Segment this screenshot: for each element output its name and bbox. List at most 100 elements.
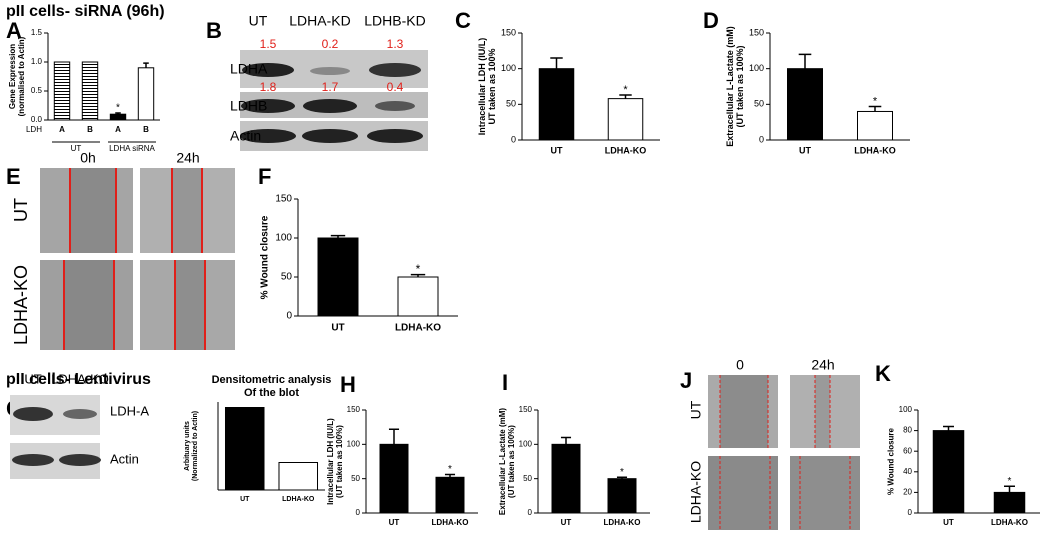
x-tick-label: UT bbox=[799, 145, 811, 155]
header: pII cells- Lentivirus bbox=[6, 371, 151, 388]
y-tick-label: 100 bbox=[749, 63, 764, 73]
bar bbox=[224, 407, 265, 491]
y-axis-label: Intracellular LDH (IU/L) bbox=[326, 418, 335, 505]
x-tick-label: B bbox=[87, 125, 93, 134]
bar bbox=[551, 443, 581, 514]
significance: * bbox=[116, 103, 120, 114]
lane-label: LDHB-KD bbox=[364, 13, 425, 29]
error-bar bbox=[388, 428, 400, 445]
bar bbox=[397, 276, 439, 317]
error-bar bbox=[868, 105, 882, 112]
y-axis-label: % Wound closure bbox=[887, 427, 896, 495]
error-bar bbox=[943, 425, 954, 431]
y-tick-label: 150 bbox=[275, 194, 292, 205]
bar bbox=[787, 68, 823, 141]
x-tick-label: LDHA-KO bbox=[991, 518, 1028, 527]
bar bbox=[932, 430, 965, 514]
significance: * bbox=[873, 95, 878, 107]
x-tick-label: LDHA-KO bbox=[605, 145, 647, 155]
error-bar bbox=[616, 476, 628, 479]
x-tick-label: LDHA-KO bbox=[432, 518, 469, 527]
error-bar bbox=[115, 112, 121, 115]
significance: * bbox=[448, 464, 452, 475]
bar bbox=[607, 478, 637, 514]
ratio: 1.7 bbox=[322, 80, 339, 94]
panel-letter: H bbox=[340, 372, 356, 397]
bar bbox=[993, 491, 1026, 514]
error-bar bbox=[330, 234, 346, 238]
bar bbox=[857, 110, 893, 141]
lane-label: UT bbox=[24, 371, 41, 386]
condition-label: UT bbox=[688, 400, 704, 419]
lane-label: UT bbox=[249, 13, 268, 29]
y-tick-label: 20 bbox=[903, 488, 912, 497]
x-tick-label: LDHA-KO bbox=[854, 145, 896, 155]
row-label: LDH-A bbox=[110, 403, 149, 418]
y-tick-label: 50 bbox=[351, 474, 360, 483]
x-tick-label: UT bbox=[331, 323, 344, 334]
blot bbox=[10, 395, 101, 479]
y-tick-label: 100 bbox=[519, 439, 533, 448]
x-tick-label: LDHA-KO bbox=[395, 323, 441, 334]
error-bar bbox=[1004, 485, 1015, 493]
condition-label: LDHA-KO bbox=[11, 265, 31, 345]
panel-letter: I bbox=[502, 370, 508, 395]
blot bbox=[240, 50, 428, 151]
x-prefix: LDH bbox=[26, 125, 42, 134]
ratio: 0.4 bbox=[387, 80, 404, 94]
time-label: 24h bbox=[811, 357, 834, 373]
group-label: UT bbox=[71, 144, 82, 153]
chart-title: Of the blot bbox=[244, 387, 299, 399]
y-tick-label: 0 bbox=[511, 134, 516, 144]
panel-letter: J bbox=[680, 368, 692, 393]
y-tick-label: 80 bbox=[903, 426, 912, 435]
significance: * bbox=[416, 262, 421, 276]
y-axis-label: (UT taken as 100%) bbox=[735, 45, 745, 127]
x-tick-label: UT bbox=[561, 518, 572, 527]
y-axis-label: Extracellular L-Lactate (mM) bbox=[725, 26, 735, 147]
error-bar bbox=[619, 94, 632, 99]
bar bbox=[379, 443, 409, 514]
bar bbox=[607, 98, 644, 141]
x-tick-label: LDHA-KO bbox=[604, 518, 641, 527]
y-tick-label: 50 bbox=[523, 474, 532, 483]
time-label: 0h bbox=[80, 150, 96, 166]
bar bbox=[435, 476, 465, 514]
x-tick-label: UT bbox=[240, 496, 250, 503]
y-tick-label: 150 bbox=[347, 405, 361, 414]
ratio: 1.5 bbox=[260, 37, 277, 51]
y-tick-label: 0.0 bbox=[31, 115, 43, 124]
row-label: LDHA bbox=[230, 61, 268, 77]
y-tick-label: 0 bbox=[908, 508, 913, 517]
ratio: 1.8 bbox=[260, 80, 277, 94]
y-tick-label: 150 bbox=[749, 27, 764, 37]
time-label: 24h bbox=[176, 150, 199, 166]
bar bbox=[109, 113, 127, 121]
y-axis-label: Extracellular L-Lactate (mM) bbox=[498, 408, 507, 515]
row-label: Actin bbox=[110, 451, 139, 466]
x-tick-label: A bbox=[59, 125, 65, 134]
panel-letter: A bbox=[6, 18, 22, 43]
x-tick-label: UT bbox=[551, 145, 563, 155]
y-axis-label: (UT taken as 100%) bbox=[335, 425, 344, 498]
group-label: LDHA siRNA bbox=[109, 144, 155, 153]
lane-label: LDHA-KD bbox=[289, 13, 350, 29]
ratio: 0.2 bbox=[322, 37, 339, 51]
bar bbox=[81, 61, 99, 121]
row-label: LDHB bbox=[230, 98, 267, 114]
y-tick-label: 1.0 bbox=[31, 57, 43, 66]
y-axis-label: UT taken as 100% bbox=[487, 48, 497, 124]
panel-letter: F bbox=[258, 164, 271, 189]
y-axis-label: % Wound closure bbox=[260, 215, 271, 299]
panel-letter: D bbox=[703, 8, 719, 33]
y-axis-label: Arbituary units bbox=[184, 421, 191, 471]
x-tick-label: A bbox=[115, 125, 121, 134]
bar bbox=[317, 237, 359, 317]
error-bar bbox=[798, 53, 812, 69]
error-bar bbox=[444, 473, 456, 478]
bar bbox=[53, 61, 71, 121]
y-axis-label: (UT taken as 100%) bbox=[507, 425, 516, 498]
y-axis-label: (normalised to Actin) bbox=[17, 36, 26, 116]
lane-label: LDHA-KO bbox=[51, 371, 109, 386]
